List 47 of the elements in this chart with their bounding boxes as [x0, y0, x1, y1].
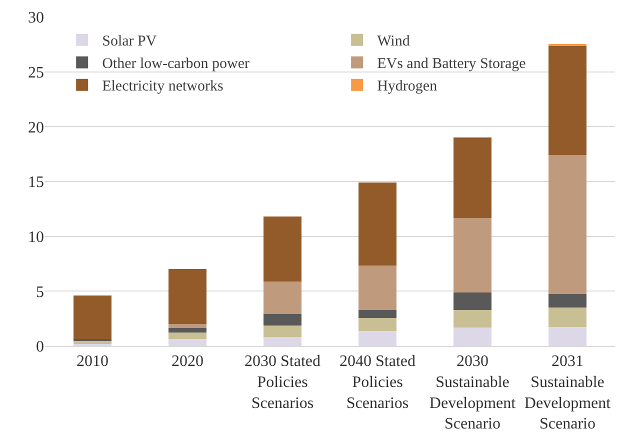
bar	[358, 318, 396, 331]
bar	[264, 325, 302, 337]
y-tick-label: 25	[28, 64, 44, 82]
y-tick-label: 20	[28, 119, 44, 136]
bar	[74, 296, 112, 339]
bar	[168, 332, 206, 339]
bar	[168, 338, 206, 346]
legend-label: Wind	[377, 34, 410, 50]
bar	[358, 266, 396, 310]
bar	[168, 269, 206, 324]
legend-label: Other low-carbon power	[102, 56, 250, 72]
x-tick-label: 2010	[76, 353, 108, 370]
y-tick-label: 15	[28, 174, 44, 192]
bar	[358, 182, 396, 266]
bar	[548, 308, 586, 327]
bar	[264, 216, 302, 282]
bar	[454, 218, 492, 292]
bar	[548, 46, 586, 156]
legend-label: Electricity networks	[102, 78, 224, 95]
y-tick-label: 5	[36, 284, 44, 301]
bar	[454, 327, 492, 346]
legend-label: EVs and Battery Storage	[377, 56, 526, 72]
bar	[548, 294, 586, 308]
bar	[74, 341, 112, 344]
legend-label: Hydrogen	[377, 78, 438, 95]
bar	[358, 330, 396, 346]
x-tick-label: 2030 Stated Policies Scenarios	[244, 353, 320, 412]
bar	[548, 326, 586, 346]
x-tick-label: 2040 Stated Policies Scenarios	[340, 353, 416, 412]
bar	[168, 328, 206, 332]
bar	[358, 310, 396, 318]
bar	[548, 155, 586, 294]
x-tick-label: 2020	[172, 353, 204, 370]
y-tick-label: 0	[36, 338, 44, 356]
x-tick-label: 2030 Sustainable Development Scenario	[429, 353, 516, 433]
bar	[264, 314, 302, 326]
bar	[264, 336, 302, 346]
bar	[454, 138, 492, 218]
bar	[454, 310, 492, 328]
bar	[74, 338, 112, 342]
x-tick-label: 2031 Sustainable Development Scenario	[524, 353, 612, 433]
bar	[454, 292, 492, 310]
legend-label: Solar PV	[102, 34, 157, 50]
bar	[264, 281, 302, 314]
bar	[168, 324, 206, 328]
y-tick-label: 30	[28, 10, 44, 27]
y-tick-label: 10	[28, 228, 44, 246]
